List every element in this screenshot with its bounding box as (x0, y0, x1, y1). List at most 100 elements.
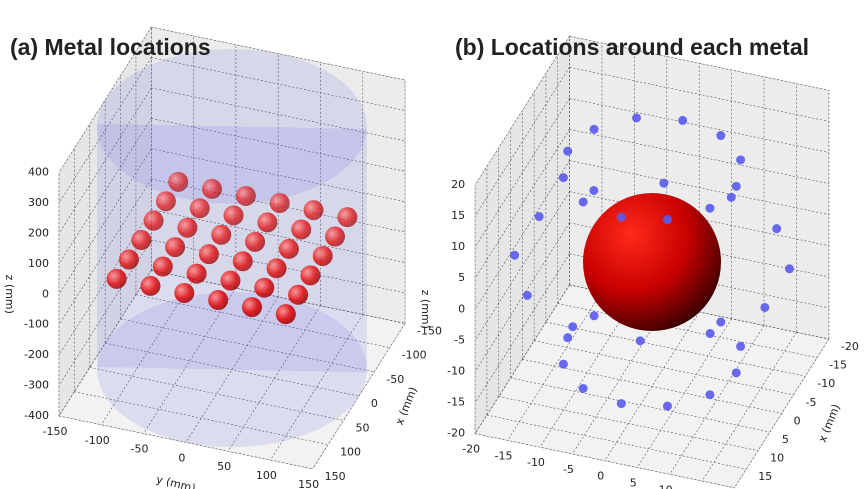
point (559, 173, 568, 182)
z-tick-label: -15 (447, 396, 465, 409)
y-tick-label: -5 (563, 463, 574, 476)
sphere (583, 193, 721, 331)
y-axis-label: y (mm) (155, 473, 197, 489)
point (617, 213, 626, 222)
point (300, 265, 320, 285)
point (202, 179, 222, 199)
point (663, 402, 672, 411)
y-tick-label: -150 (42, 425, 67, 438)
point (313, 246, 333, 266)
point (304, 200, 324, 220)
point (736, 342, 745, 351)
z-tick-label: -200 (24, 348, 49, 361)
panel-b: -20-15-10-505101520-20-15-10-505101520-2… (419, 34, 859, 489)
point (199, 244, 219, 264)
point (678, 116, 687, 125)
cylinder-end (97, 292, 367, 447)
y-tick-label: -100 (85, 434, 110, 447)
x-tick-label: -10 (817, 377, 835, 390)
x-axis-label: x (mm) (816, 402, 843, 444)
z-tick-label: -100 (24, 318, 49, 331)
point (107, 269, 127, 289)
z-tick-label: -10 (447, 364, 465, 377)
point (187, 264, 207, 284)
point (589, 186, 598, 195)
point (153, 257, 173, 277)
x-axis-label: x (mm) (393, 385, 420, 427)
point (579, 384, 588, 393)
point (785, 264, 794, 273)
point (760, 303, 769, 312)
x-tick-label: 0 (371, 397, 378, 410)
x-tick-label: 0 (794, 414, 801, 427)
y-tick-label: 0 (178, 451, 185, 464)
point (535, 212, 544, 221)
point (590, 125, 599, 134)
point (617, 399, 626, 408)
point (705, 390, 714, 399)
point (523, 291, 532, 300)
z-tick-label: 0 (42, 287, 49, 300)
z-tick-label: -400 (24, 409, 49, 422)
point (510, 251, 519, 260)
point (140, 276, 160, 296)
z-tick-label: -20 (447, 427, 465, 440)
x-tick-label: -100 (402, 349, 427, 362)
z-tick-label: 10 (451, 240, 465, 253)
y-tick-label: 50 (217, 460, 231, 473)
x-tick-label: -15 (829, 359, 847, 372)
point (242, 297, 262, 317)
x-tick-label: -50 (386, 373, 404, 386)
z-axis-label: z (mm) (419, 290, 432, 329)
point (663, 215, 672, 224)
point (716, 318, 725, 327)
z-tick-label: 0 (458, 302, 465, 315)
point (233, 251, 253, 271)
figure: -150-100-50050100150-150-100-50050100150… (0, 0, 864, 489)
x-tick-label: -5 (805, 396, 816, 409)
y-tick-label: -50 (131, 443, 149, 456)
y-tick-label: 10 (659, 483, 673, 489)
x-tick-label: 10 (770, 452, 784, 465)
point (716, 131, 725, 140)
point (224, 205, 244, 225)
z-tick-label: -5 (454, 333, 465, 346)
point (727, 193, 736, 202)
point (736, 155, 745, 164)
point (706, 329, 715, 338)
z-tick-label: -300 (24, 379, 49, 392)
x-tick-label: -20 (841, 340, 859, 353)
point (177, 218, 197, 238)
point (579, 197, 588, 206)
x-tick-label: 5 (782, 433, 789, 446)
z-tick-label: 100 (28, 257, 49, 270)
point (659, 179, 668, 188)
point (732, 368, 741, 377)
point (325, 227, 345, 247)
point (208, 290, 228, 310)
y-tick-label: 0 (597, 470, 604, 483)
z-axis-label: z (mm) (3, 275, 16, 314)
point (267, 258, 287, 278)
y-tick-label: -10 (527, 456, 545, 469)
chart-title: (b) Locations around each metal (455, 34, 809, 60)
point (337, 207, 357, 227)
z-tick-label: 20 (451, 178, 465, 191)
point (288, 285, 308, 305)
x-tick-label: 50 (355, 421, 369, 434)
z-tick-label: 200 (28, 226, 49, 239)
point (211, 225, 231, 245)
point (220, 271, 240, 291)
point (257, 212, 277, 232)
cylinder-end (97, 49, 367, 204)
point (636, 336, 645, 345)
point (174, 283, 194, 303)
point (563, 333, 572, 342)
point (705, 204, 714, 213)
y-tick-label: 5 (630, 476, 637, 489)
y-tick-label: 150 (298, 478, 319, 489)
point (144, 211, 164, 231)
point (276, 304, 296, 324)
point (291, 219, 311, 239)
z-tick-label: 400 (28, 166, 49, 179)
